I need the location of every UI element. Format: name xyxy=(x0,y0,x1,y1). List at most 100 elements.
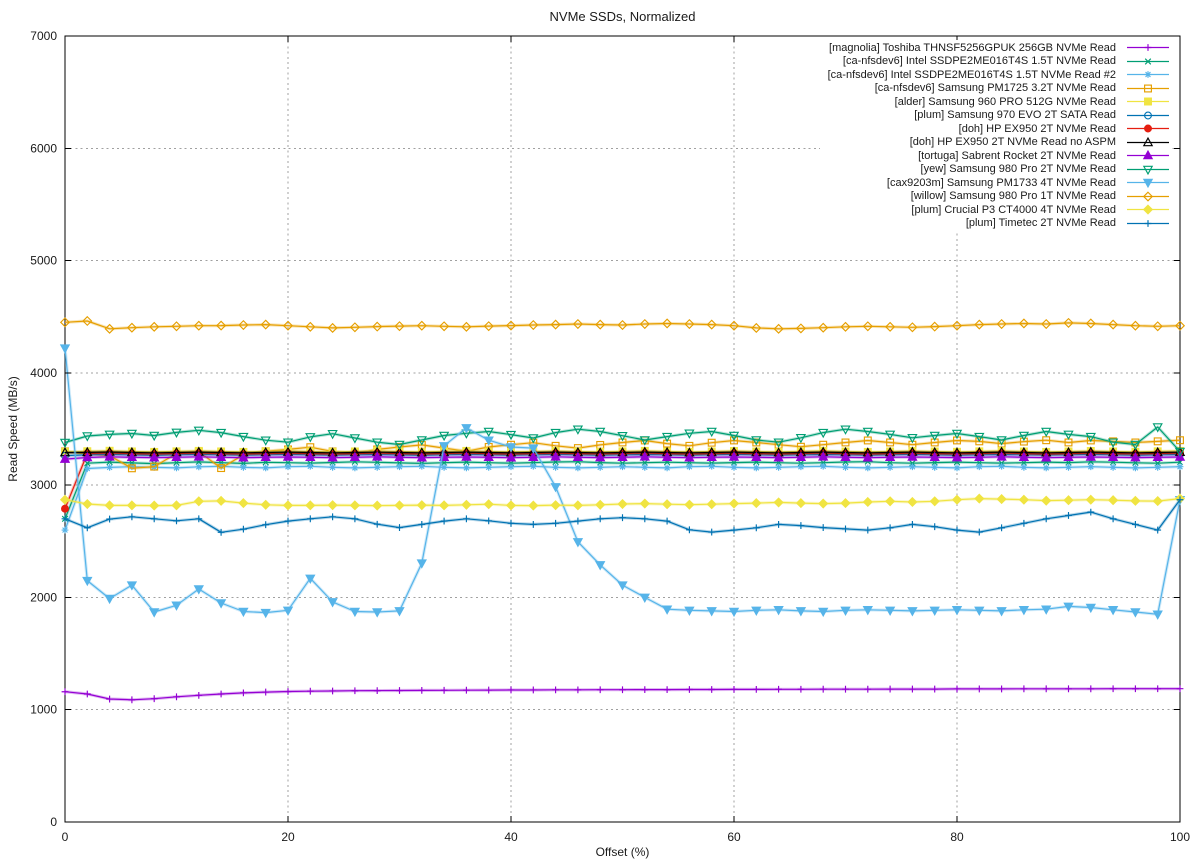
data-point-marker xyxy=(931,685,939,693)
data-point-marker xyxy=(818,607,829,618)
data-point-marker xyxy=(1063,602,1074,613)
data-point-marker xyxy=(596,463,604,471)
legend-item-label: [alder] Samsung 960 PRO 512G NVMe Read xyxy=(894,95,1116,108)
data-point-marker xyxy=(418,687,426,694)
data-point-marker xyxy=(1144,58,1152,65)
data-point-marker xyxy=(195,515,203,523)
data-point-marker xyxy=(104,451,115,461)
data-point-marker xyxy=(1132,521,1139,528)
data-point-marker xyxy=(372,500,383,511)
y-tick-label: 4000 xyxy=(30,366,57,380)
data-point-marker xyxy=(595,499,606,510)
data-point-marker xyxy=(1154,526,1162,534)
data-point-marker xyxy=(373,463,381,471)
data-point-marker xyxy=(842,685,849,693)
data-point-marker xyxy=(463,686,470,694)
data-point-marker xyxy=(752,464,760,472)
data-point-marker xyxy=(505,430,517,441)
data-point-marker xyxy=(394,451,405,462)
data-point-marker xyxy=(1108,319,1119,330)
data-point-marker xyxy=(84,460,91,467)
data-point-marker xyxy=(505,320,517,331)
data-point-marker xyxy=(1085,451,1096,461)
data-point-marker xyxy=(1154,685,1162,693)
x-tick-label: 20 xyxy=(281,830,295,844)
y-tick-label: 7000 xyxy=(30,29,57,43)
legend-item-label: [plum] Crucial P3 CT4000 4T NVMe Read xyxy=(911,203,1116,216)
x-tick-label: 80 xyxy=(950,830,964,844)
data-point-marker xyxy=(1109,463,1117,471)
data-point-marker xyxy=(461,451,472,461)
legend-marker-icon xyxy=(1127,71,1169,79)
data-point-marker xyxy=(998,524,1005,532)
data-point-marker xyxy=(240,689,247,697)
data-point-marker xyxy=(728,498,740,509)
data-point-marker xyxy=(1154,463,1162,471)
data-point-marker xyxy=(641,459,648,466)
data-point-marker xyxy=(1176,496,1184,504)
data-point-marker xyxy=(238,432,249,443)
data-point-marker xyxy=(885,496,896,507)
data-point-marker xyxy=(440,463,448,471)
data-point-marker xyxy=(662,318,673,329)
data-point-marker xyxy=(106,695,113,703)
data-point-marker xyxy=(617,431,628,442)
data-point-marker xyxy=(775,685,782,693)
legend-item-label: [ca-nfsdev6] Samsung PM1725 3.2T NVMe Re… xyxy=(874,82,1116,95)
data-point-marker xyxy=(483,436,494,446)
legend-marker-icon xyxy=(1127,97,1169,106)
data-point-marker xyxy=(82,576,93,587)
data-point-marker xyxy=(461,424,472,434)
data-point-marker xyxy=(751,606,762,616)
data-point-marker xyxy=(282,500,294,511)
data-point-marker xyxy=(215,428,227,439)
data-point-marker xyxy=(773,606,784,616)
data-point-marker xyxy=(907,607,918,617)
legend: [magnolia] Toshiba THNSF5256GPUK 256GB N… xyxy=(819,40,1172,231)
data-point-marker xyxy=(684,318,695,330)
y-tick-label: 0 xyxy=(50,815,57,829)
legend-item-label: [willow] Samsung 980 Pro 1T NVMe Read xyxy=(910,190,1116,203)
data-point-marker xyxy=(996,318,1007,330)
data-point-marker xyxy=(128,696,136,704)
data-point-marker xyxy=(461,321,472,332)
data-point-marker xyxy=(552,686,559,694)
data-point-marker xyxy=(1176,463,1184,471)
data-point-marker xyxy=(396,463,403,471)
data-point-marker xyxy=(1018,318,1029,329)
data-point-marker xyxy=(327,598,338,608)
legend-marker-icon xyxy=(1127,111,1169,120)
data-point-marker xyxy=(707,438,716,447)
y-tick-label: 3000 xyxy=(30,478,57,492)
legend-item-label: [doh] HP EX950 2T NVMe Read no ASPM xyxy=(909,136,1116,149)
data-point-marker xyxy=(1063,451,1074,462)
data-point-marker xyxy=(998,462,1005,470)
data-point-marker xyxy=(193,496,204,507)
data-point-marker xyxy=(684,429,695,439)
data-point-marker xyxy=(329,463,336,471)
data-point-marker xyxy=(1085,603,1096,614)
data-point-marker xyxy=(150,515,158,523)
data-point-marker xyxy=(931,463,939,471)
data-point-marker xyxy=(507,463,515,471)
data-point-marker xyxy=(639,318,650,330)
legend-item-label: [magnolia] Toshiba THNSF5256GPUK 256GB N… xyxy=(829,41,1116,54)
data-point-marker xyxy=(195,463,203,471)
data-point-marker xyxy=(217,690,225,698)
data-point-marker xyxy=(483,499,494,510)
data-point-marker xyxy=(82,432,93,442)
data-point-marker xyxy=(706,607,717,617)
data-point-marker xyxy=(663,464,671,472)
data-point-marker xyxy=(149,452,160,462)
data-point-marker xyxy=(149,608,160,618)
data-point-marker xyxy=(663,517,671,525)
data-point-marker xyxy=(372,451,383,461)
data-point-marker xyxy=(639,498,650,509)
data-point-marker xyxy=(684,452,695,462)
data-point-marker xyxy=(193,451,204,461)
data-point-marker xyxy=(82,451,93,462)
data-point-marker xyxy=(126,500,137,511)
legend-item: [tortuga] Sabrent Rocket 2T NVMe Read xyxy=(828,149,1170,163)
data-point-marker xyxy=(706,499,717,510)
data-point-marker xyxy=(1142,150,1154,160)
